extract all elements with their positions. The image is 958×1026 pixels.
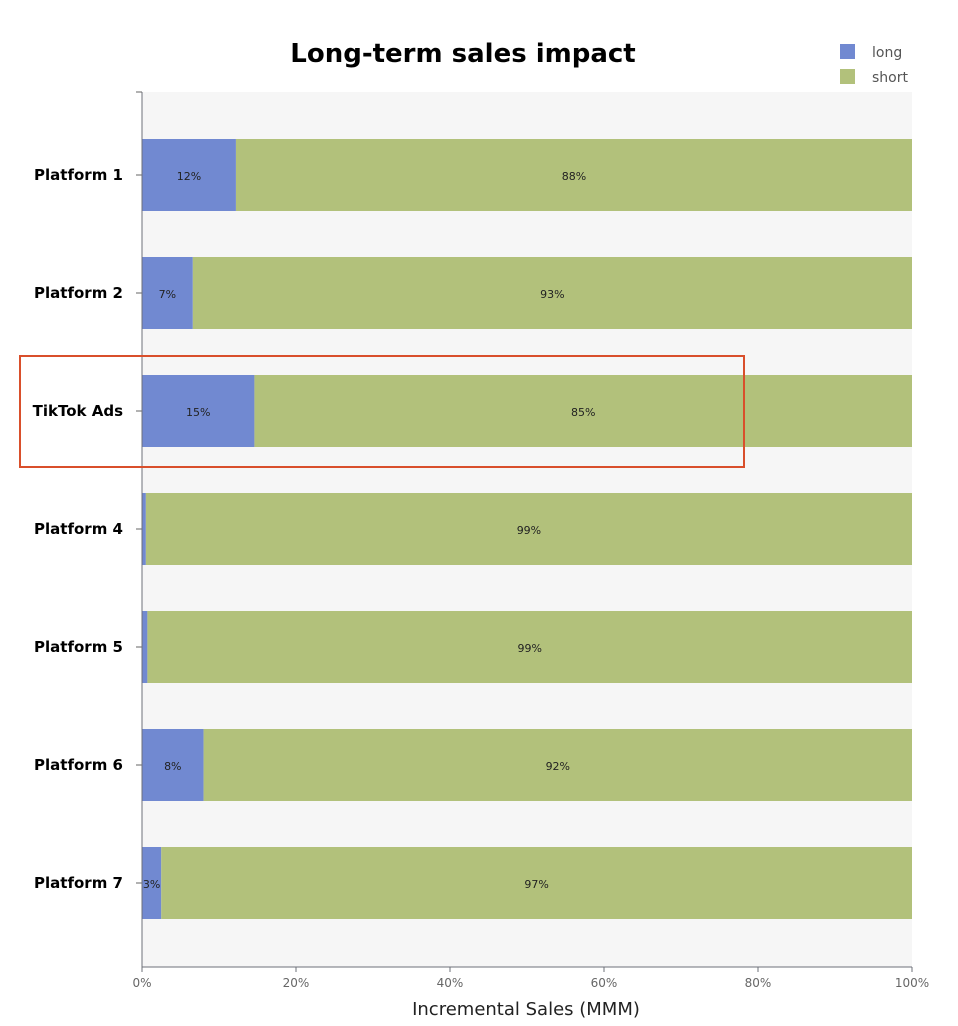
category-label: Platform 1 <box>34 166 123 184</box>
bar-short <box>203 729 913 801</box>
x-tick-label: 60% <box>591 976 618 990</box>
data-label-short: 93% <box>540 288 564 301</box>
bar-long <box>142 847 162 919</box>
bar-short <box>145 493 913 565</box>
bar-long <box>142 375 255 447</box>
data-label-short: 99% <box>517 642 541 655</box>
data-label-short: 88% <box>562 170 586 183</box>
legend-swatch-long <box>840 44 855 59</box>
bar-long <box>142 729 204 801</box>
category-label: Platform 4 <box>34 520 123 538</box>
bar-short <box>235 139 912 211</box>
category-label: Platform 7 <box>34 874 123 892</box>
bar-long <box>142 257 193 329</box>
data-label-long: 12% <box>177 170 201 183</box>
bar-long <box>142 493 146 565</box>
data-label-short: 97% <box>524 878 548 891</box>
bar-short <box>147 611 912 683</box>
x-tick-label: 80% <box>745 976 772 990</box>
category-label: Platform 5 <box>34 638 123 656</box>
legend-label-long: long <box>872 45 902 61</box>
bar-short <box>254 375 913 447</box>
data-label-long: 8% <box>164 760 181 773</box>
data-label-long: 15% <box>186 406 210 419</box>
category-label: Platform 2 <box>34 284 123 302</box>
data-label-long: 7% <box>159 288 176 301</box>
x-tick-label: 20% <box>283 976 310 990</box>
x-tick-label: 0% <box>132 976 151 990</box>
bar-short <box>161 847 912 919</box>
data-label-short: 92% <box>546 760 570 773</box>
x-tick-label: 100% <box>895 976 929 990</box>
bar-long <box>142 139 236 211</box>
data-label-short: 85% <box>571 406 595 419</box>
x-axis-title: Incremental Sales (MMM) <box>412 999 640 1020</box>
bar-long <box>142 611 148 683</box>
x-tick-label: 40% <box>437 976 464 990</box>
chart-title: Long-term sales impact <box>290 39 635 69</box>
category-label: Platform 6 <box>34 756 123 774</box>
category-label: TikTok Ads <box>33 402 123 420</box>
legend-swatch-short <box>840 69 855 84</box>
bar-short <box>192 257 912 329</box>
legend-label-short: short <box>872 70 908 86</box>
data-label-short: 99% <box>517 524 541 537</box>
data-label-long: 3% <box>143 878 160 891</box>
highlight-box <box>19 355 745 468</box>
